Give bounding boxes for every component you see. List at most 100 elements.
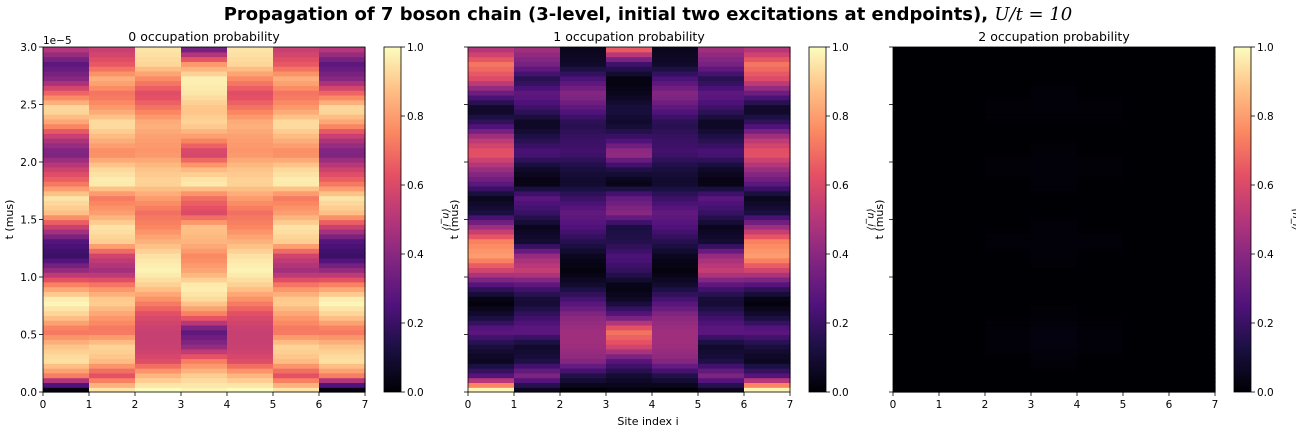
heatmap-cell <box>227 358 274 364</box>
heatmap-cell <box>744 176 791 182</box>
y-tick-label: 2.5 <box>20 100 37 112</box>
heatmap-cell <box>468 133 515 139</box>
heatmap-cell <box>1031 334 1078 340</box>
heatmap-cell <box>652 128 699 134</box>
heatmap-cell <box>514 353 561 360</box>
heatmap-cell <box>606 47 653 53</box>
heatmap-cell <box>514 142 561 149</box>
heatmap-cell <box>181 372 228 379</box>
heatmap-cell <box>135 233 182 240</box>
heatmap-cell <box>468 310 515 316</box>
y-axis-label: t (mus) <box>448 200 461 240</box>
heatmap-cell <box>181 85 228 91</box>
heatmap-cell <box>744 363 791 369</box>
heatmap-cell <box>227 219 274 225</box>
heatmap-cell <box>652 118 699 125</box>
heatmap-cell <box>468 305 515 312</box>
heatmap-cell <box>1031 123 1078 130</box>
heatmap-cell <box>514 118 561 125</box>
heatmap-cell <box>744 147 791 154</box>
heatmap-cell <box>273 138 320 144</box>
heatmap-cell <box>1031 286 1078 292</box>
heatmap-cell <box>606 133 653 139</box>
heatmap-cell <box>135 358 182 364</box>
heatmap-cell <box>43 114 90 120</box>
heatmap-cell <box>135 94 182 101</box>
heatmap-cell <box>319 47 366 53</box>
heatmap-cell <box>652 219 699 225</box>
x-tick-label: 4 <box>224 399 231 411</box>
heatmap-cell <box>985 66 1032 72</box>
heatmap-cell <box>89 286 136 292</box>
heatmap-cell <box>43 61 90 67</box>
heatmap-cell <box>468 209 515 216</box>
heatmap-cell <box>606 104 653 110</box>
heatmap-cell <box>560 147 607 154</box>
heatmap-cell <box>468 118 515 125</box>
colorbar-tick-label: 1.0 <box>1257 42 1274 54</box>
heatmap-cell <box>468 348 515 355</box>
heatmap-cell <box>43 238 90 245</box>
heatmap-cell <box>227 253 274 259</box>
heatmap-cell <box>744 70 791 77</box>
heatmap-cell <box>227 229 274 235</box>
heatmap-cell <box>181 123 228 130</box>
heatmap-cell <box>939 104 986 110</box>
panel-title: 0 occupation probability <box>128 29 280 44</box>
heatmap-cell <box>985 300 1032 307</box>
heatmap-cell <box>698 253 745 259</box>
heatmap-cell <box>227 257 274 264</box>
heatmap-cell <box>273 157 320 163</box>
heatmap-cell <box>698 296 745 302</box>
heatmap-cell <box>893 277 940 283</box>
heatmap-cell <box>227 320 274 326</box>
heatmap-cell <box>985 114 1032 120</box>
heatmap-cell <box>560 387 607 393</box>
heatmap-cell <box>1077 138 1124 144</box>
heatmap-cell <box>227 123 274 130</box>
heatmap-cell <box>514 109 561 115</box>
heatmap-cell <box>606 99 653 106</box>
heatmap-cell <box>1123 190 1170 197</box>
colorbar-tick-label: 0.2 <box>407 318 424 330</box>
heatmap-cell <box>1077 66 1124 72</box>
heatmap-cell <box>514 305 561 312</box>
heatmap-cell <box>319 267 366 273</box>
heatmap-cell <box>181 214 228 221</box>
heatmap-cell <box>1169 233 1216 240</box>
heatmap-cell <box>985 147 1032 154</box>
heatmap-cell <box>514 94 561 101</box>
heatmap-cell <box>43 181 90 187</box>
heatmap-cell <box>1123 70 1170 77</box>
heatmap-cell <box>319 171 366 177</box>
heatmap-cell <box>985 118 1032 125</box>
heatmap-cell <box>181 339 228 345</box>
heatmap-cell <box>744 233 791 240</box>
heatmap-cell <box>89 334 136 340</box>
heatmap-cell <box>227 209 274 216</box>
heatmap-cell <box>560 262 607 269</box>
heatmap-cell <box>1169 104 1216 110</box>
heatmap-cell <box>1077 133 1124 139</box>
heatmap-cell <box>744 51 791 58</box>
heatmap-cell <box>939 257 986 264</box>
heatmap-cell <box>1123 123 1170 130</box>
heatmap-cell <box>606 353 653 360</box>
heatmap-cell <box>1169 291 1216 297</box>
heatmap-cell <box>227 353 274 360</box>
heatmap-cell <box>135 334 182 340</box>
heatmap-cell <box>514 205 561 211</box>
heatmap-cell <box>514 185 561 192</box>
heatmap-cell <box>135 162 182 168</box>
heatmap-cell <box>1169 363 1216 369</box>
heatmap-cell <box>939 329 986 336</box>
heatmap-cell <box>273 51 320 58</box>
heatmap-cell <box>514 114 561 120</box>
heatmap-cell <box>319 363 366 369</box>
heatmap-cell <box>273 200 320 206</box>
heatmap-cell <box>698 214 745 221</box>
heatmap-cell <box>273 118 320 125</box>
heatmap-cell <box>319 296 366 302</box>
heatmap-cell <box>227 142 274 149</box>
heatmap-cell <box>89 363 136 369</box>
